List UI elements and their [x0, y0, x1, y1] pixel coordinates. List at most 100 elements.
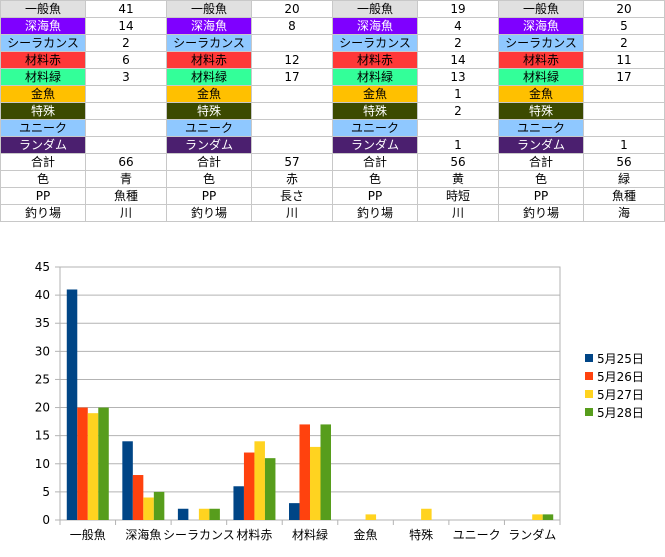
value-cell[interactable]: 赤 — [251, 170, 333, 188]
row-label-cell[interactable]: 特殊 — [498, 102, 584, 120]
value-cell[interactable]: 14 — [417, 51, 499, 69]
value-cell[interactable]: 66 — [85, 153, 167, 171]
row-label-cell[interactable]: 色 — [332, 170, 418, 188]
row-label-cell[interactable]: 金魚 — [166, 85, 252, 103]
value-cell[interactable]: 川 — [85, 204, 167, 222]
row-label-cell[interactable]: 材料緑 — [0, 68, 86, 86]
row-label-cell[interactable]: ユニーク — [332, 119, 418, 137]
value-cell[interactable]: 1 — [417, 85, 499, 103]
row-label-cell[interactable]: 特殊 — [332, 102, 418, 120]
row-label-cell[interactable]: 釣り場 — [166, 204, 252, 222]
row-label-cell[interactable]: PP — [0, 187, 86, 205]
value-cell[interactable]: 1 — [417, 136, 499, 154]
value-cell[interactable]: 川 — [417, 204, 499, 222]
value-cell[interactable] — [417, 119, 499, 137]
row-label-cell[interactable]: 合計 — [0, 153, 86, 171]
row-label-cell[interactable]: シーラカンス — [498, 34, 584, 52]
row-label-cell[interactable]: 一般魚 — [166, 0, 252, 18]
value-cell[interactable] — [251, 102, 333, 120]
value-cell[interactable]: 12 — [251, 51, 333, 69]
row-label-cell[interactable]: ランダム — [498, 136, 584, 154]
row-label-cell[interactable]: PP — [332, 187, 418, 205]
value-cell[interactable]: 14 — [85, 17, 167, 35]
value-cell[interactable]: 川 — [251, 204, 333, 222]
value-cell[interactable]: 17 — [251, 68, 333, 86]
value-cell[interactable]: 1 — [583, 136, 665, 154]
row-label-cell[interactable]: 深海魚 — [0, 17, 86, 35]
row-label-cell[interactable]: 金魚 — [332, 85, 418, 103]
row-label-cell[interactable]: PP — [166, 187, 252, 205]
value-cell[interactable]: 海 — [583, 204, 665, 222]
value-cell[interactable]: 17 — [583, 68, 665, 86]
value-cell[interactable]: 長さ — [251, 187, 333, 205]
value-cell[interactable]: 青 — [85, 170, 167, 188]
row-label-cell[interactable]: 色 — [166, 170, 252, 188]
value-cell[interactable] — [251, 136, 333, 154]
row-label-cell[interactable]: ランダム — [0, 136, 86, 154]
row-label-cell[interactable]: 色 — [0, 170, 86, 188]
value-cell[interactable]: 2 — [85, 34, 167, 52]
row-label-cell[interactable]: 深海魚 — [498, 17, 584, 35]
row-label-cell[interactable]: 一般魚 — [0, 0, 86, 18]
row-label-cell[interactable]: 合計 — [498, 153, 584, 171]
row-label-cell[interactable]: PP — [498, 187, 584, 205]
value-cell[interactable] — [583, 119, 665, 137]
row-label-cell[interactable]: 材料緑 — [498, 68, 584, 86]
row-label-cell[interactable]: シーラカンス — [332, 34, 418, 52]
value-cell[interactable] — [583, 102, 665, 120]
row-label-cell[interactable]: ユニーク — [498, 119, 584, 137]
row-label-cell[interactable]: 金魚 — [0, 85, 86, 103]
value-cell[interactable]: 2 — [583, 34, 665, 52]
row-label-cell[interactable]: 材料緑 — [166, 68, 252, 86]
value-cell[interactable] — [85, 85, 167, 103]
value-cell[interactable] — [85, 136, 167, 154]
value-cell[interactable]: 魚種 — [85, 187, 167, 205]
row-label-cell[interactable]: ユニーク — [166, 119, 252, 137]
row-label-cell[interactable]: ユニーク — [0, 119, 86, 137]
row-label-cell[interactable]: 合計 — [332, 153, 418, 171]
row-label-cell[interactable]: シーラカンス — [166, 34, 252, 52]
value-cell[interactable]: 56 — [583, 153, 665, 171]
row-label-cell[interactable]: ランダム — [166, 136, 252, 154]
value-cell[interactable]: 11 — [583, 51, 665, 69]
row-label-cell[interactable]: 一般魚 — [498, 0, 584, 18]
value-cell[interactable]: 3 — [85, 68, 167, 86]
row-label-cell[interactable]: 釣り場 — [0, 204, 86, 222]
row-label-cell[interactable]: 色 — [498, 170, 584, 188]
value-cell[interactable]: 19 — [417, 0, 499, 18]
row-label-cell[interactable]: 材料緑 — [332, 68, 418, 86]
value-cell[interactable]: 5 — [583, 17, 665, 35]
value-cell[interactable]: 57 — [251, 153, 333, 171]
row-label-cell[interactable]: 深海魚 — [166, 17, 252, 35]
value-cell[interactable]: 6 — [85, 51, 167, 69]
value-cell[interactable]: 魚種 — [583, 187, 665, 205]
row-label-cell[interactable]: シーラカンス — [0, 34, 86, 52]
row-label-cell[interactable]: 材料赤 — [166, 51, 252, 69]
row-label-cell[interactable]: 材料赤 — [332, 51, 418, 69]
row-label-cell[interactable]: 合計 — [166, 153, 252, 171]
row-label-cell[interactable]: 材料赤 — [498, 51, 584, 69]
value-cell[interactable]: 黄 — [417, 170, 499, 188]
row-label-cell[interactable]: 一般魚 — [332, 0, 418, 18]
value-cell[interactable]: 20 — [583, 0, 665, 18]
value-cell[interactable]: 41 — [85, 0, 167, 18]
value-cell[interactable]: 2 — [417, 102, 499, 120]
value-cell[interactable]: 20 — [251, 0, 333, 18]
value-cell[interactable]: 2 — [417, 34, 499, 52]
value-cell[interactable]: 56 — [417, 153, 499, 171]
row-label-cell[interactable]: ランダム — [332, 136, 418, 154]
value-cell[interactable]: 13 — [417, 68, 499, 86]
row-label-cell[interactable]: 特殊 — [0, 102, 86, 120]
value-cell[interactable]: 4 — [417, 17, 499, 35]
value-cell[interactable] — [251, 119, 333, 137]
row-label-cell[interactable]: 釣り場 — [498, 204, 584, 222]
value-cell[interactable] — [85, 119, 167, 137]
value-cell[interactable] — [251, 34, 333, 52]
value-cell[interactable]: 8 — [251, 17, 333, 35]
row-label-cell[interactable]: 金魚 — [498, 85, 584, 103]
row-label-cell[interactable]: 深海魚 — [332, 17, 418, 35]
value-cell[interactable]: 時短 — [417, 187, 499, 205]
row-label-cell[interactable]: 釣り場 — [332, 204, 418, 222]
value-cell[interactable] — [583, 85, 665, 103]
value-cell[interactable]: 緑 — [583, 170, 665, 188]
